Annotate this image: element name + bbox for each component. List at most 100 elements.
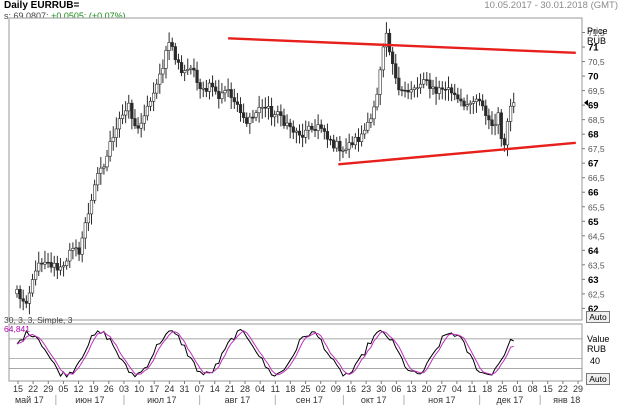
indicator-readout: 30, 3, 3, Simple, 3 64,841	[4, 316, 73, 334]
candle-body	[310, 125, 314, 130]
candle-body	[375, 93, 379, 108]
candle-body	[328, 138, 333, 141]
candle-body	[21, 298, 25, 302]
price-axis-title-line1: Price	[587, 26, 608, 36]
candle-body	[406, 90, 410, 93]
candle-body	[269, 106, 274, 118]
date-axis-day-label: 31	[179, 384, 189, 394]
candle-body	[80, 237, 84, 255]
candle-body	[381, 46, 385, 71]
date-axis-day-label: 09	[331, 384, 341, 394]
candle-body	[102, 166, 106, 169]
candle-body	[46, 261, 50, 264]
candle-body	[248, 116, 252, 124]
candle-body	[387, 32, 392, 53]
ohlc-value: s; 69,0807;	[4, 11, 49, 21]
candle-body	[235, 101, 240, 105]
candle-body	[77, 247, 81, 255]
value-axis-title-line1: Value	[587, 334, 610, 344]
candle-body	[204, 87, 208, 92]
price-axis-tick-label: 63,5	[588, 260, 605, 270]
candle-body	[273, 114, 277, 118]
date-axis-day-label: 21	[225, 384, 235, 394]
candle-body	[145, 105, 149, 117]
candle-body	[124, 110, 128, 116]
date-axis-day-label: 22	[558, 384, 568, 394]
candle-body	[263, 106, 267, 109]
candle-body	[490, 119, 494, 126]
candle-body	[192, 67, 196, 71]
indicator-series-fast	[16, 328, 514, 378]
candle-body	[294, 130, 298, 133]
candle-body	[65, 260, 69, 266]
candle-body	[353, 136, 357, 146]
candle-body	[220, 92, 224, 99]
candle-body	[465, 104, 469, 107]
candle-body	[223, 90, 227, 94]
price-axis-tick-label: 70,5	[588, 57, 605, 67]
price-axis-tick-label: 62,5	[588, 289, 605, 299]
candle-body	[18, 289, 22, 300]
candle-body	[229, 89, 233, 98]
candle-body	[499, 112, 503, 139]
candle-body	[276, 111, 280, 115]
date-axis-day-label: 25	[301, 384, 311, 394]
candle-body	[83, 222, 87, 239]
date-axis-month-label: июл 17	[147, 395, 176, 405]
candle-body	[347, 142, 351, 150]
date-axis-month-label: окт 17	[361, 395, 387, 405]
price-auto-scale-button[interactable]: Auto	[586, 311, 610, 323]
value-auto-scale-button[interactable]: Auto	[586, 373, 610, 385]
date-axis-day-label: 14	[210, 384, 220, 394]
indicator-params: 30, 3, 3, Simple, 3	[4, 315, 73, 325]
price-axis-tick-label: 68	[588, 130, 599, 141]
candle-body	[176, 59, 181, 63]
candle-body	[117, 118, 122, 130]
date-axis-day-label: 06	[391, 384, 401, 394]
price-axis-tick-label: 66	[588, 188, 599, 199]
instrument-title: Daily EURRUB=	[4, 0, 80, 11]
date-axis-month-label: авг 17	[225, 395, 251, 405]
date-axis-day-label: 15	[13, 384, 23, 394]
price-axis-tick-label: 63	[588, 275, 599, 286]
candle-body	[43, 261, 47, 265]
resistance-trendline	[228, 37, 576, 55]
candle-body	[282, 115, 286, 126]
date-axis-month-label: янв 18	[553, 395, 580, 405]
indicator-series-slow	[16, 330, 514, 376]
candle-body	[409, 89, 413, 93]
candle-body	[446, 87, 451, 90]
candle-body	[313, 129, 317, 131]
candle-body	[394, 63, 398, 79]
candle-body	[105, 155, 109, 168]
candle-body	[384, 32, 389, 48]
candle-body	[415, 87, 420, 90]
date-axis-day-label: 04	[255, 384, 265, 394]
candle-body	[508, 105, 513, 122]
candle-body	[502, 138, 506, 146]
date-axis-day-label: 05	[58, 384, 68, 394]
candle-body	[266, 106, 271, 109]
price-axis-tick-label: 70	[588, 72, 599, 83]
candle-body	[437, 87, 441, 94]
candle-body	[316, 124, 320, 131]
date-axis-day-label: 11	[271, 384, 280, 394]
date-axis-day-label: 27	[437, 384, 447, 394]
candle-body	[369, 118, 373, 123]
candle-body	[484, 105, 488, 116]
price-axis-tick-label: 71,5	[588, 28, 605, 38]
candle-body	[179, 62, 184, 74]
candle-body	[139, 122, 143, 129]
candle-body	[52, 262, 56, 268]
value-axis-title: Value RUB	[587, 334, 609, 354]
candle-body	[251, 116, 255, 119]
candle-body	[297, 130, 302, 136]
candle-body	[58, 266, 63, 271]
candle-body	[151, 92, 156, 102]
candle-body	[341, 150, 345, 152]
date-axis-month-label: дек 17	[497, 395, 524, 405]
indicator-value: 64,841	[4, 324, 30, 334]
date-axis-day-label: 12	[74, 384, 84, 394]
candle-body	[462, 100, 466, 107]
